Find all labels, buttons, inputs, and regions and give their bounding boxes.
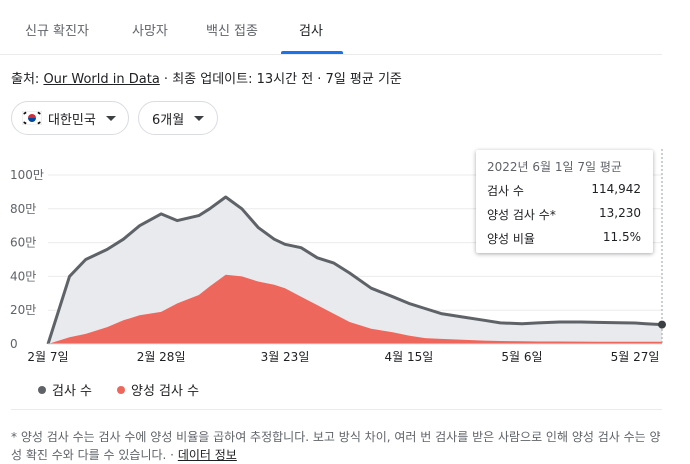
tooltip-label: 양성 비율	[487, 232, 535, 246]
tab-vaccinations[interactable]: 백신 접종	[206, 24, 258, 39]
source-prefix: 출처:	[11, 72, 44, 87]
chevron-down-icon	[194, 115, 205, 121]
y-tick-label: 20만	[10, 303, 36, 317]
footnote-text: * 양성 검사 수는 검사 수에 양성 비율을 곱하여 추정합니다. 보고 방식…	[11, 430, 661, 462]
source-suffix: · 최종 업데이트: 13시간 전 · 7일 평균 기준	[159, 72, 402, 87]
south-korea-flag-icon	[22, 111, 42, 125]
source-link[interactable]: Our World in Data	[43, 72, 160, 87]
x-tick-label: 5월 6일	[501, 350, 542, 364]
y-tick-label: 80만	[10, 202, 36, 216]
tooltip-label: 양성 검사 수*	[487, 208, 556, 222]
tab-tests[interactable]: 검사	[299, 24, 323, 39]
tab-deaths[interactable]: 사망자	[132, 24, 168, 39]
tab-new-cases[interactable]: 신규 확진자	[25, 24, 89, 39]
active-tab-indicator	[281, 51, 343, 54]
hover-point	[658, 320, 666, 329]
data-info-link[interactable]: 데이터 정보	[177, 448, 237, 462]
legend-label: 양성 검사 수	[131, 384, 200, 399]
legend-dot-icon	[117, 385, 125, 394]
y-tick-label: 0	[10, 337, 18, 351]
legend-item-positive: 양성 검사 수	[117, 380, 199, 399]
range-selector[interactable]: 6개월	[138, 101, 218, 135]
x-tick-label: 2월 7일	[27, 350, 68, 364]
y-tick-label: 40만	[10, 269, 36, 283]
legend-item-tests: 검사 수	[38, 380, 92, 399]
x-tick-label: 4월 15일	[384, 350, 433, 364]
tooltip-row-tests: 검사 수 114,942	[487, 182, 641, 199]
source-line: 출처: Our World in Data · 최종 업데이트: 13시간 전 …	[11, 68, 402, 87]
legend-label: 검사 수	[52, 384, 93, 399]
x-tick-label: 5월 27일	[611, 350, 660, 364]
y-tick-label: 100만	[10, 168, 44, 182]
tests-line	[46, 195, 663, 345]
tooltip-value: 11.5%	[602, 230, 641, 244]
tooltip-value: 114,942	[591, 182, 641, 196]
tooltip-row-rate: 양성 비율 11.5%	[487, 230, 641, 247]
footnote: * 양성 검사 수는 검사 수에 양성 비율을 곱하여 추정합니다. 보고 방식…	[11, 428, 666, 464]
tooltip-title: 2022년 6월 1일 7일 평균	[487, 160, 622, 174]
tooltip-row-positive: 양성 검사 수* 13,230	[487, 206, 641, 223]
chevron-down-icon	[105, 115, 116, 121]
tab-bar: 신규 확진자 사망자 백신 접종 검사	[0, 0, 662, 55]
y-tick-label: 60만	[10, 236, 36, 250]
y-axis-ticks: 0 20만 40만 60만 80만 100만	[10, 168, 44, 351]
legend-dot-icon	[38, 385, 46, 394]
range-label: 6개월	[152, 112, 185, 128]
country-label: 대한민국	[48, 112, 96, 128]
country-selector[interactable]: 대한민국	[11, 101, 129, 135]
x-axis-ticks: 2월 7일 2월 28일 3월 23일 4월 15일 5월 6일 5월 27일	[27, 350, 659, 364]
divider	[11, 409, 662, 410]
positive-tests-area	[48, 274, 662, 344]
tooltip-value: 13,230	[599, 206, 641, 220]
chart-tooltip: 2022년 6월 1일 7일 평균 검사 수 114,942 양성 검사 수* …	[476, 150, 653, 253]
tooltip-label: 검사 수	[487, 184, 524, 198]
x-tick-label: 2월 28일	[137, 350, 186, 364]
x-tick-label: 3월 23일	[261, 350, 310, 364]
